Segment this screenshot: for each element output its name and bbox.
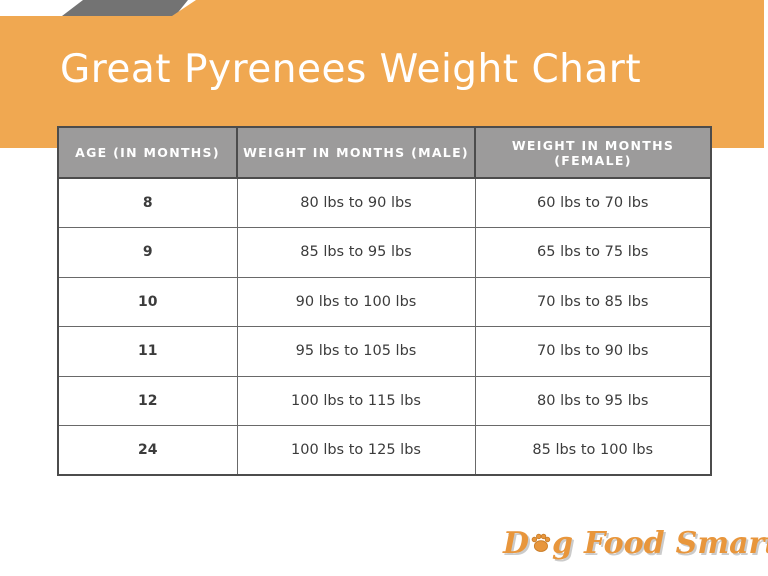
weight-chart-table: AGE (IN MONTHS) WEIGHT IN MONTHS (MALE) …: [57, 126, 712, 476]
male-weight-cell: 95 lbs to 105 lbs: [236, 326, 476, 377]
female-weight-cell: 65 lbs to 75 lbs: [474, 227, 712, 278]
male-weight-cell: 80 lbs to 90 lbs: [236, 177, 476, 228]
table-row: 11 95 lbs to 105 lbs 70 lbs to 90 lbs: [57, 326, 712, 377]
female-weight-cell: 70 lbs to 90 lbs: [474, 326, 712, 377]
table-row: 12 100 lbs to 115 lbs 80 lbs to 95 lbs: [57, 375, 712, 426]
logo-word-smart: Smart: [675, 525, 768, 561]
age-cell: 8: [57, 177, 238, 228]
logo-text: D g Food Smart: [503, 526, 768, 561]
male-weight-cell: 100 lbs to 125 lbs: [236, 425, 476, 476]
female-weight-cell: 60 lbs to 70 lbs: [474, 177, 712, 228]
table-header-row: AGE (IN MONTHS) WEIGHT IN MONTHS (MALE) …: [57, 126, 712, 179]
male-weight-cell: 85 lbs to 95 lbs: [236, 227, 476, 278]
logo-letter-g: g: [552, 525, 573, 561]
page-title: Great Pyrenees Weight Chart: [60, 47, 642, 92]
age-cell: 12: [57, 375, 238, 426]
top-accent-parallelogram: [62, 0, 188, 16]
male-weight-cell: 90 lbs to 100 lbs: [236, 276, 476, 327]
title-banner: Great Pyrenees Weight Chart: [0, 0, 764, 148]
table-row: 8 80 lbs to 90 lbs 60 lbs to 70 lbs: [57, 177, 712, 228]
logo-letter-d: D: [503, 525, 530, 561]
female-weight-cell: 70 lbs to 85 lbs: [474, 276, 712, 327]
male-weight-cell: 100 lbs to 115 lbs: [236, 375, 476, 426]
table-row: 24 100 lbs to 125 lbs 85 lbs to 100 lbs: [57, 425, 712, 476]
logo-word-food: Food: [584, 525, 665, 561]
paw-icon: [530, 527, 551, 552]
female-weight-cell: 80 lbs to 95 lbs: [474, 375, 712, 426]
column-header-female-weight: WEIGHT IN MONTHS (FEMALE): [474, 126, 712, 179]
dog-food-smart-logo: D g Food Smart: [503, 512, 768, 574]
column-header-male-weight: WEIGHT IN MONTHS (MALE): [236, 126, 476, 179]
age-cell: 10: [57, 276, 238, 327]
column-header-age: AGE (IN MONTHS): [57, 126, 238, 179]
age-cell: 24: [57, 425, 238, 476]
age-cell: 11: [57, 326, 238, 377]
table-row: 9 85 lbs to 95 lbs 65 lbs to 75 lbs: [57, 227, 712, 278]
female-weight-cell: 85 lbs to 100 lbs: [474, 425, 712, 476]
table-row: 10 90 lbs to 100 lbs 70 lbs to 85 lbs: [57, 276, 712, 327]
age-cell: 9: [57, 227, 238, 278]
